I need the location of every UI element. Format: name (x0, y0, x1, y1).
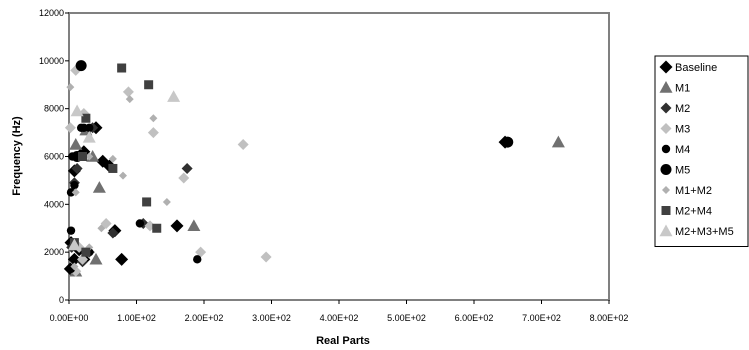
legend-marker (662, 186, 670, 194)
legend-label: M4 (675, 144, 690, 156)
data-point (551, 135, 565, 148)
legend-label: Baseline (675, 62, 717, 74)
x-tick-label: 7.00E+02 (522, 313, 561, 323)
data-point (66, 226, 76, 235)
data-point (92, 181, 106, 193)
y-axis-title: Frequency (Hz) (11, 116, 23, 196)
legend-label: M2+M4 (675, 206, 712, 218)
legend-label: M1+M2 (675, 185, 712, 197)
data-point (152, 223, 162, 233)
data-point (119, 171, 127, 180)
x-tick-label: 8.00E+02 (590, 313, 629, 323)
data-point (178, 172, 190, 184)
legend-marker (659, 60, 673, 74)
data-point (195, 246, 207, 258)
legend-marker (660, 102, 672, 114)
legend-marker (660, 123, 672, 134)
data-point (502, 136, 514, 148)
plot-frame (68, 12, 610, 301)
x-tick-label: 6.00E+02 (455, 313, 494, 323)
legend-label: M3 (675, 124, 690, 136)
data-point (108, 163, 118, 173)
data-point (85, 152, 94, 161)
legend-marker (659, 81, 673, 93)
y-tick-label: 8000 (44, 104, 64, 114)
y-tick-label: 0 (59, 295, 64, 305)
data-point (117, 63, 127, 73)
data-point (108, 154, 117, 163)
data-point (115, 252, 129, 266)
data-point (144, 80, 154, 90)
data-point (107, 227, 119, 239)
legend-marker (660, 164, 672, 175)
legend: Baseline M1 M2 M3 M4 M5 M1+M2 M2+M4 M2+M3+M5 (654, 55, 749, 247)
y-tick-label: 4000 (44, 199, 64, 209)
series-m5 (71, 60, 514, 162)
data-point (81, 247, 91, 257)
data-point (64, 122, 76, 134)
data-point (97, 224, 106, 233)
axis-ticks: 0.00E+00 1.00E+02 2.00E+02 3.00E+02 4.00E+02… (39, 8, 628, 323)
x-tick-label: 4.00E+02 (320, 313, 359, 323)
data-point (66, 188, 76, 197)
data-point (67, 238, 81, 251)
data-point (193, 255, 202, 264)
legend-label: M2 (675, 103, 690, 115)
data-point (100, 217, 112, 229)
legend-marker (661, 144, 671, 154)
plot-area (68, 12, 610, 301)
data-point (135, 219, 145, 228)
data-point (81, 113, 91, 123)
y-tick-label: 6000 (44, 152, 64, 162)
data-point (147, 127, 159, 139)
data-point (70, 104, 84, 117)
x-tick-label: 0.00E+00 (50, 313, 89, 323)
y-tick-label: 10000 (39, 56, 64, 66)
data-point (71, 162, 83, 174)
y-tick-label: 12000 (39, 8, 64, 18)
legend-label: M2+M3+M5 (675, 226, 734, 238)
legend-label: M1 (675, 83, 690, 95)
series-m2-m3-m5 (67, 90, 181, 251)
data-point (71, 188, 80, 197)
x-axis-title: Real Parts (316, 335, 370, 347)
data-point (187, 219, 201, 232)
data-point (78, 152, 87, 161)
data-point (162, 197, 171, 206)
data-point (167, 90, 181, 102)
data-point (125, 95, 134, 104)
y-tick-label: 2000 (44, 247, 64, 257)
data-point (122, 86, 134, 98)
x-tick-label: 1.00E+02 (117, 313, 156, 323)
data-point (70, 262, 79, 271)
x-tick-label: 3.00E+02 (252, 313, 291, 323)
x-tick-label: 2.00E+02 (185, 313, 224, 323)
data-point (85, 123, 94, 132)
data-point (82, 130, 96, 143)
legend-marker (659, 224, 673, 237)
data-point (170, 219, 184, 233)
data-point (66, 83, 75, 92)
data-point (149, 114, 158, 123)
legend-marker (661, 206, 671, 215)
data-point (70, 181, 79, 190)
data-point (181, 162, 193, 174)
data-point (75, 60, 87, 72)
data-point (142, 197, 152, 207)
data-point (69, 138, 83, 150)
x-tick-label: 5.00E+02 (387, 313, 426, 323)
legend-label: M5 (675, 165, 690, 177)
data-point (67, 252, 81, 266)
data-point (260, 251, 272, 263)
data-points (63, 60, 565, 277)
data-point (237, 139, 249, 151)
data-point (89, 252, 103, 265)
